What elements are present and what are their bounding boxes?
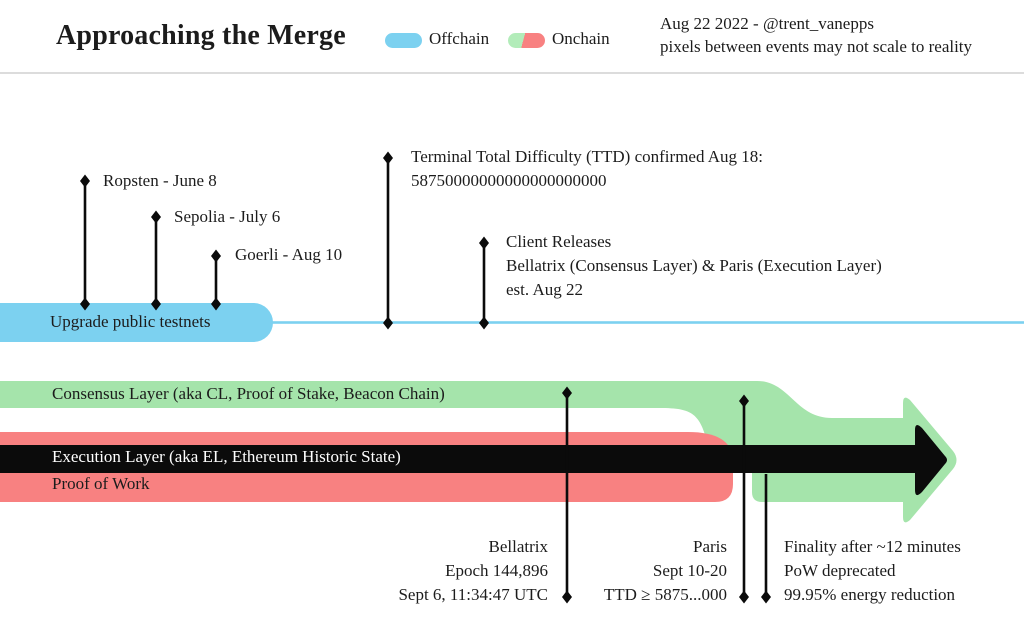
bellatrix-datetime: Sept 6, 11:34:47 UTC <box>398 585 548 604</box>
bellatrix-annotation: Bellatrix Epoch 144,896 Sept 6, 11:34:47… <box>328 535 548 607</box>
offchain-legend-label: Offchain <box>429 29 490 48</box>
event-ropsten-label: Ropsten - June 8 <box>103 171 217 190</box>
event-stems <box>83 158 768 597</box>
offchain-thin-line <box>255 321 1024 324</box>
bellatrix-name: Bellatrix <box>488 537 548 556</box>
onchain-legend-label: Onchain <box>552 29 610 48</box>
event-sepolia-label: Sepolia - July 6 <box>174 207 281 226</box>
client-releases-date: est. Aug 22 <box>506 280 583 299</box>
energy-reduction: 99.95% energy reduction <box>784 585 956 604</box>
pow-band-label: Proof of Work <box>52 474 150 493</box>
consensus-band-label: Consensus Layer (aka CL, Proof of Stake,… <box>52 384 445 403</box>
credit-block: Aug 22 2022 - @trent_vanepps pixels betw… <box>660 12 972 58</box>
ttd-confirmed-line: Terminal Total Difficulty (TTD) confirme… <box>411 147 764 166</box>
credit-date-author: Aug 22 2022 - @trent_vanepps <box>660 14 874 33</box>
offchain-legend-swatch <box>385 33 422 48</box>
paris-name: Paris <box>693 537 727 556</box>
bellatrix-epoch: Epoch 144,896 <box>445 561 548 580</box>
testnets-band-label: Upgrade public testnets <box>50 312 211 331</box>
testnets-band <box>0 303 273 342</box>
client-releases-title: Client Releases <box>506 232 612 251</box>
finality-annotation: Finality after ~12 minutes PoW deprecate… <box>784 535 961 607</box>
pow-deprecated: PoW deprecated <box>784 561 896 580</box>
execution-band-label: Execution Layer (aka EL, Ethereum Histor… <box>52 447 401 466</box>
paris-date-range: Sept 10-20 <box>652 561 727 580</box>
consensus-band-arrow <box>0 381 957 523</box>
ttd-value: 58750000000000000000000 <box>411 171 607 190</box>
finality-time: Finality after ~12 minutes <box>784 537 961 556</box>
event-client-releases-label: Client Releases Bellatrix (Consensus Lay… <box>506 230 882 302</box>
event-ttd-label: Terminal Total Difficulty (TTD) confirme… <box>411 145 763 193</box>
header-divider <box>0 72 1024 74</box>
credit-scale-note: pixels between events may not scale to r… <box>660 37 973 56</box>
execution-arrow <box>0 425 947 495</box>
client-releases-detail: Bellatrix (Consensus Layer) & Paris (Exe… <box>506 256 882 275</box>
page-title: Approaching the Merge <box>56 20 346 51</box>
event-goerli-label: Goerli - Aug 10 <box>235 245 343 264</box>
paris-annotation: Paris Sept 10-20 TTD ≥ 5875...000 <box>507 535 727 607</box>
paris-ttd-condition: TTD ≥ 5875...000 <box>603 585 727 604</box>
onchain-legend-swatch <box>508 33 545 48</box>
